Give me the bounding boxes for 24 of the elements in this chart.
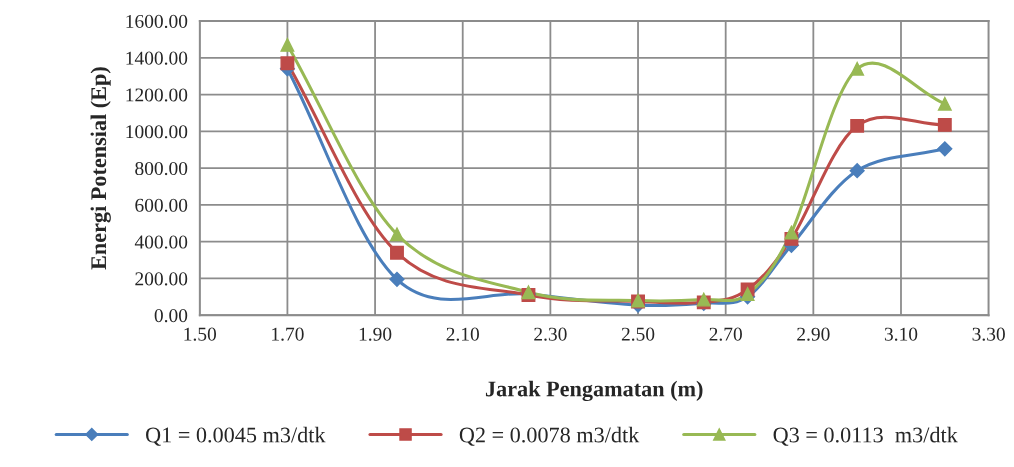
- legend-label: Q2 = 0.0078 m3/dtk: [459, 426, 640, 446]
- y-tick-label: 800.00: [135, 161, 188, 176]
- x-tick-label: 1.70: [272, 327, 304, 341]
- x-tick-label: 2.30: [534, 327, 567, 341]
- y-axis-title: Energi Potensial (Ep): [90, 67, 111, 270]
- x-tick-label: 2.70: [709, 327, 742, 341]
- x-tick-label: 2.50: [621, 327, 655, 341]
- legend-label: Q1 = 0.0045 m3/dtk: [146, 426, 326, 446]
- y-tick-label: 400.00: [134, 235, 188, 249]
- y-tick-label: 600.00: [135, 198, 188, 212]
- x-tick-label: 1.90: [359, 327, 392, 341]
- x-tick-label: 3.10: [884, 327, 918, 341]
- x-tick-label: 2.90: [797, 327, 830, 341]
- x-tick-label: 3.30: [972, 327, 1005, 341]
- y-tick-label: 1000.00: [126, 125, 188, 139]
- x-tick-label: 1.50: [184, 327, 217, 341]
- y-tick-label: 200.00: [135, 272, 188, 286]
- y-tick-label: 1400.00: [126, 51, 188, 65]
- x-tick-label: 2.10: [446, 327, 479, 341]
- x-axis-title: Jarak Pengamatan (m): [485, 380, 703, 402]
- y-tick-label: 1600.00: [126, 14, 188, 29]
- legend-label: Q3 = 0.0113 m3/dtk: [773, 426, 958, 446]
- y-tick-label: 0.00: [154, 309, 188, 323]
- y-tick-label: 1200.00: [126, 88, 188, 102]
